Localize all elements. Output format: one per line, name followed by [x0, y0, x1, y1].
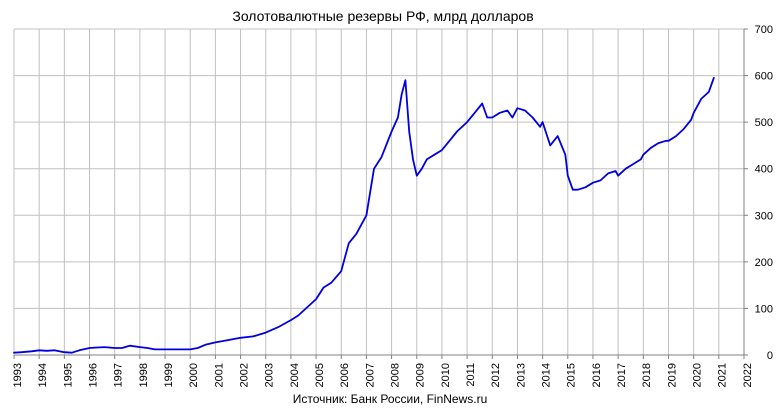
x-tick-label: 2005 — [314, 363, 326, 387]
x-tick-label: 2011 — [465, 363, 477, 387]
axes — [13, 28, 748, 359]
x-tick-label: 1999 — [163, 363, 175, 387]
x-tick-label: 2010 — [440, 363, 452, 387]
chart-title: Золотовалютные резервы РФ, млрд долларов — [232, 8, 533, 24]
x-tick-label: 1998 — [138, 363, 150, 387]
chart-source: Источник: Банк России, FinNews.ru — [293, 392, 488, 406]
x-tick-label: 1993 — [12, 363, 24, 387]
series-layer — [13, 77, 715, 354]
x-tick-label: 2001 — [213, 363, 225, 387]
tick-labels: 1993 1994 1995 1996 1997 1998 1999 2000 2001 2002… — [12, 24, 773, 387]
x-tick-label: 2018 — [641, 363, 653, 387]
y-tick-label: 200 — [755, 257, 773, 269]
x-tick-label: 2016 — [591, 363, 603, 387]
y-tick-label: 500 — [755, 117, 773, 129]
x-tick-label: 1995 — [62, 363, 74, 387]
x-tick-label: 2020 — [692, 363, 704, 387]
x-tick-label: 2012 — [490, 363, 502, 387]
x-tick-label: 2004 — [289, 363, 301, 387]
x-tick-label: 2008 — [389, 363, 401, 387]
y-tick-label: 600 — [755, 71, 773, 83]
y-tick-label: 700 — [755, 24, 773, 36]
x-tick-label: 2000 — [188, 363, 200, 387]
x-tick-label: 2013 — [515, 363, 527, 387]
x-tick-label: 2006 — [339, 363, 351, 387]
x-tick-label: 2014 — [541, 363, 553, 387]
y-tick-label: 100 — [755, 303, 773, 315]
x-tick-label: 2015 — [566, 363, 578, 387]
y-tick-label: 400 — [755, 164, 773, 176]
x-tick-label: 2022 — [742, 363, 754, 387]
x-tick-label: 2009 — [415, 363, 427, 387]
y-tick-label: 300 — [755, 210, 773, 222]
x-tick-label: 2007 — [364, 363, 376, 387]
x-tick-label: 1997 — [113, 363, 125, 387]
series-line — [13, 77, 715, 354]
x-tick-label: 2017 — [616, 363, 628, 387]
x-tick-label: 2021 — [717, 363, 729, 387]
y-tick-label: 0 — [767, 350, 773, 362]
x-tick-label: 1996 — [87, 363, 99, 387]
x-tick-label: 2003 — [264, 363, 276, 387]
x-tick-label: 2019 — [666, 363, 678, 387]
x-tick-label: 1994 — [37, 363, 49, 387]
x-tick-label: 2002 — [238, 363, 250, 387]
